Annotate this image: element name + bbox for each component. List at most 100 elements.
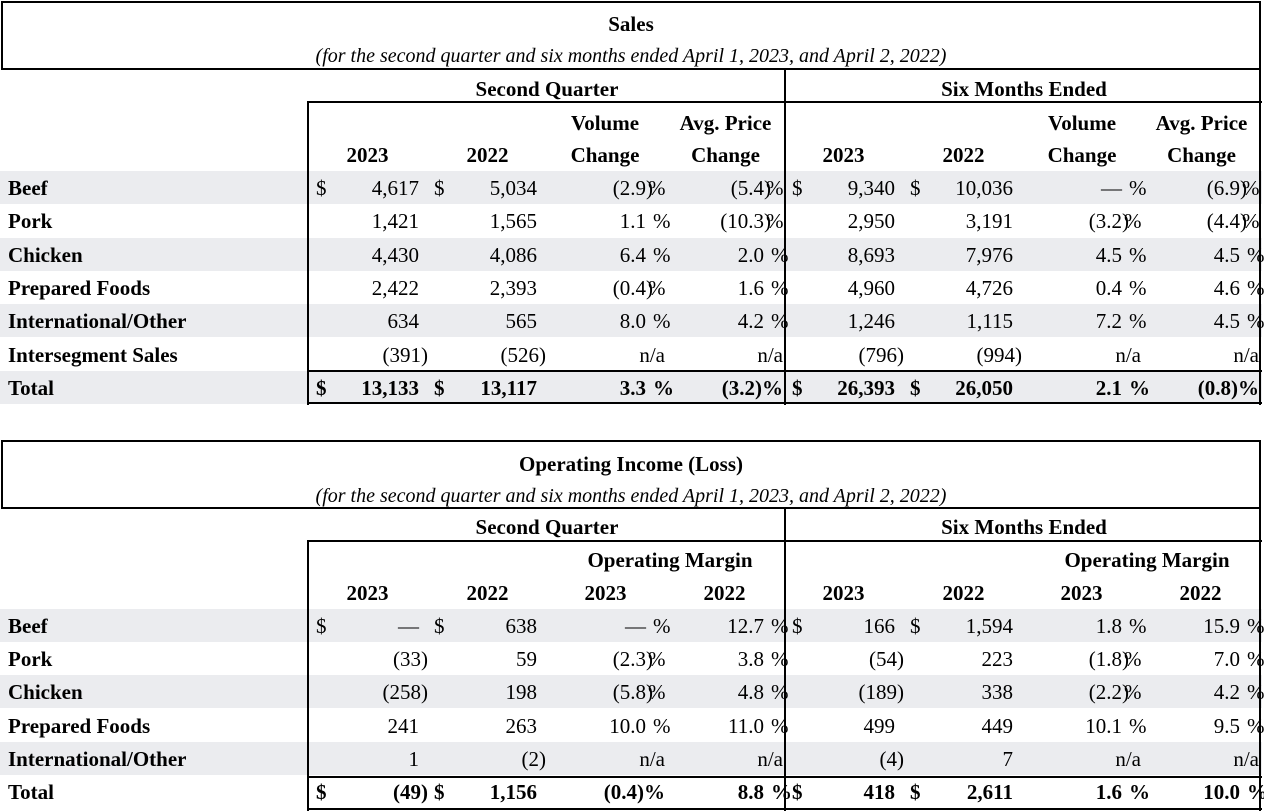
- cell-q2022: 263: [505, 714, 538, 738]
- table-row-label: Chicken: [8, 243, 83, 267]
- sales-title: Sales: [608, 12, 654, 36]
- currency-symbol: $: [316, 376, 327, 400]
- currency-symbol: $: [316, 614, 327, 638]
- sales-col-q-vol-1: Volume: [570, 111, 640, 135]
- percent-sign: %: [1247, 680, 1264, 704]
- cell-q2022: 565: [505, 309, 538, 333]
- currency-symbol: $: [434, 780, 445, 804]
- cell-s2022: 223: [981, 647, 1014, 671]
- table-row-label: Pork: [8, 209, 53, 233]
- percent-sign: %: [1247, 309, 1264, 333]
- cell-s-margin-2023: 1.8: [1095, 614, 1122, 638]
- cell-s2023: 499: [863, 714, 896, 738]
- cell-s-price: (4.4): [1206, 209, 1247, 233]
- cell-q2023: 241: [387, 714, 420, 738]
- percent-sign: %: [1247, 647, 1264, 671]
- cell-s-volume: —: [1101, 176, 1122, 200]
- percent-sign: %: [1129, 714, 1147, 738]
- table-row-label: Prepared Foods: [8, 714, 151, 738]
- table-row-label: International/Other: [8, 747, 187, 771]
- sales-col-s-vol-1: Volume: [1047, 111, 1117, 135]
- sales-col-q-vol-2: Change: [570, 143, 640, 167]
- cell-s2023: 418: [863, 780, 896, 804]
- cell-q-price: 4.2: [737, 309, 764, 333]
- sales-col-q-price-1: Avg. Price: [679, 111, 772, 135]
- percent-sign: %: [1129, 780, 1150, 804]
- currency-symbol: $: [910, 780, 921, 804]
- sales-col-q2022: 2022: [466, 143, 509, 167]
- cell-s-margin-2022: n/a: [1233, 747, 1259, 771]
- cell-q2022: 5,034: [489, 176, 537, 200]
- cell-q-volume: n/a: [639, 343, 665, 367]
- cell-q-volume: 1.1: [619, 209, 646, 233]
- percent-sign: %: [1242, 209, 1260, 233]
- cell-s-price: (0.8)%: [1197, 376, 1259, 400]
- currency-symbol: $: [434, 176, 445, 200]
- cell-q2023: 13,133: [361, 376, 419, 400]
- income-q-margin-label: Operating Margin: [587, 548, 753, 572]
- cell-q-price: (5.4): [730, 176, 771, 200]
- percent-sign: %: [648, 276, 666, 300]
- cell-s-margin-2022: 4.2: [1213, 680, 1240, 704]
- table-row-label: Total: [8, 376, 54, 400]
- cell-q2023: 1: [408, 747, 420, 771]
- cell-s2023: 2,950: [847, 209, 895, 233]
- table-row-label: Total: [8, 780, 54, 804]
- cell-q2023: (258): [382, 680, 429, 704]
- cell-q2023: 1,421: [371, 209, 419, 233]
- cell-q-margin-2022: 12.7: [727, 614, 764, 638]
- cell-q-margin-2023: 10.0: [609, 714, 646, 738]
- percent-sign: %: [653, 614, 671, 638]
- currency-symbol: $: [434, 614, 445, 638]
- currency-symbol: $: [792, 780, 803, 804]
- cell-s2023: 1,246: [847, 309, 895, 333]
- cell-q-margin-2023: (5.8): [612, 680, 653, 704]
- cell-q2022: (2): [521, 747, 547, 771]
- cell-q-price: (3.2)%: [721, 376, 783, 400]
- cell-q-margin-2022: 3.8: [737, 647, 764, 671]
- income-group-six-months: Six Months Ended: [941, 515, 1107, 539]
- cell-q-margin-2022: 4.8: [737, 680, 764, 704]
- cell-q-margin-2023: (0.4)%: [603, 780, 665, 804]
- income-col-qm2023: 2023: [584, 581, 627, 605]
- sales-col-s-vol-2: Change: [1047, 143, 1117, 167]
- cell-q2022: 59: [516, 647, 537, 671]
- income-subtitle: (for the second quarter and six months e…: [315, 485, 947, 507]
- percent-sign: %: [1129, 309, 1147, 333]
- percent-sign: %: [1247, 782, 1264, 803]
- percent-sign: %: [653, 376, 674, 400]
- cell-q2023: (33): [393, 647, 428, 671]
- cell-s2022: 3,191: [965, 209, 1013, 233]
- percent-sign: %: [1129, 243, 1147, 267]
- percent-sign: %: [1124, 680, 1142, 704]
- cell-s-margin-2023: (2.2): [1088, 680, 1129, 704]
- cell-s2022: 4,726: [965, 276, 1013, 300]
- cell-q2022: 198: [505, 680, 538, 704]
- cell-s2022: 26,050: [955, 376, 1013, 400]
- cell-s-margin-2022: 7.0: [1213, 647, 1240, 671]
- table-row-label: Beef: [8, 176, 48, 200]
- sales-title-box: Sales (for the second quarter and six mo…: [1, 1, 1261, 70]
- cell-q2022: (526): [500, 343, 547, 367]
- currency-symbol: $: [792, 176, 803, 200]
- cell-s2023: 9,340: [847, 176, 895, 200]
- cell-q-margin-2023: —: [625, 614, 646, 638]
- cell-q2023: (49): [393, 780, 428, 804]
- row-shading: [0, 675, 1262, 708]
- cell-s-margin-2023: 10.1: [1085, 714, 1122, 738]
- row-shading: [0, 171, 1262, 204]
- percent-sign: %: [1247, 614, 1264, 638]
- percent-sign: %: [648, 680, 666, 704]
- cell-s-price: 4.5: [1213, 243, 1240, 267]
- row-shading: [0, 238, 1262, 271]
- cell-s2023: (796): [858, 343, 905, 367]
- cell-s-margin-2022: 9.5: [1213, 714, 1240, 738]
- currency-symbol: $: [316, 780, 327, 804]
- cell-s-margin-2023: (1.8): [1088, 647, 1129, 671]
- cell-s-volume: 0.4: [1095, 276, 1122, 300]
- income-col-qm2022: 2022: [703, 581, 746, 605]
- cell-q-volume: (0.4): [612, 276, 653, 300]
- cell-q-price: (10.3): [720, 209, 771, 233]
- cell-s-price: 4.5: [1213, 309, 1240, 333]
- income-s-margin-label: Operating Margin: [1064, 548, 1230, 572]
